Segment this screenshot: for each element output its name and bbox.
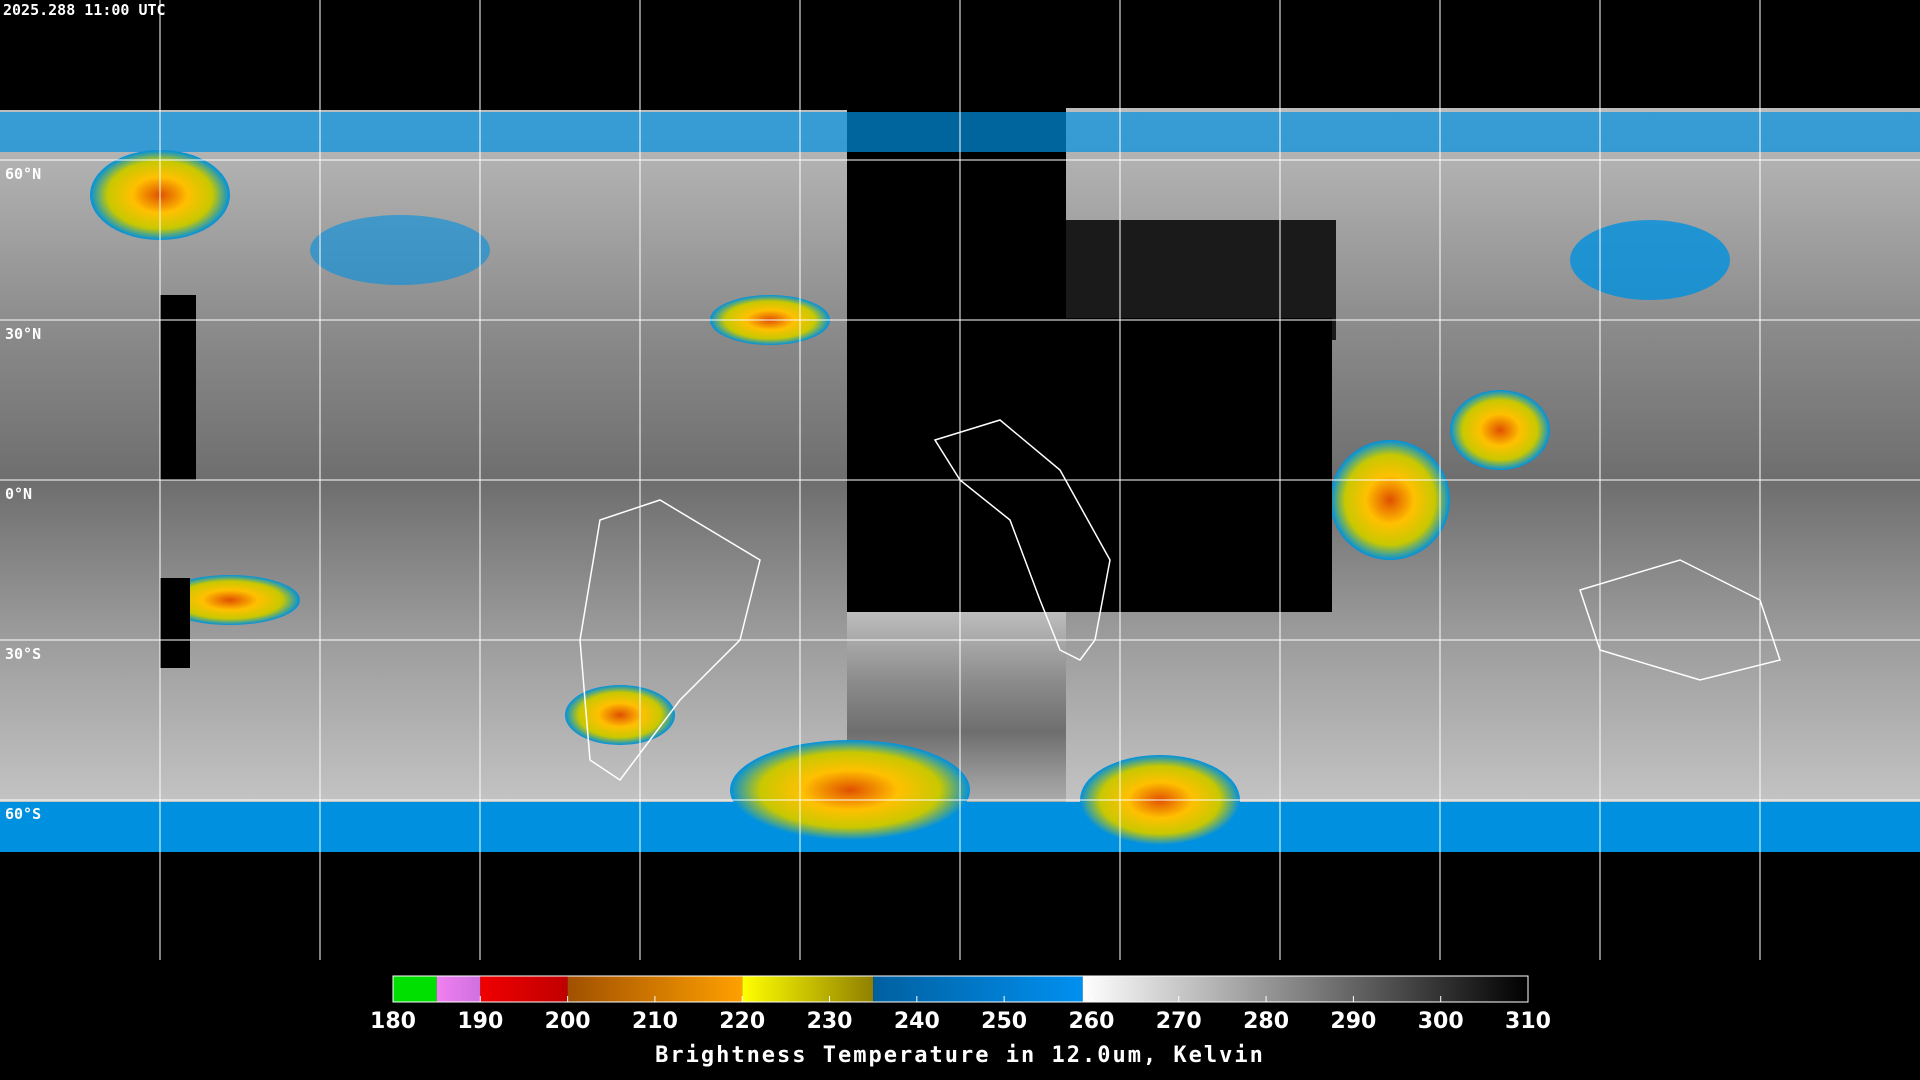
colorbar-tick-label: 300 <box>1418 1009 1464 1034</box>
colorbar-segment <box>393 976 437 1002</box>
colorbar-tick-label: 310 <box>1505 1009 1551 1034</box>
colorbar-tick-label: 220 <box>719 1009 765 1034</box>
latitude-label: 30°N <box>5 325 41 343</box>
latitude-label: 60°S <box>5 805 41 823</box>
colorbar: 180 190 200 210 220 230 240 250 260 270 280 290 300 3… <box>370 975 1551 1034</box>
colorbar-segment <box>873 976 1083 1002</box>
colorbar-tick-label: 190 <box>457 1009 503 1034</box>
latitude-labels: 60°N 30°N 0°N 30°S 60°S <box>5 165 41 823</box>
timestamp: 2025.288 11:00 UTC <box>3 1 166 19</box>
colorbar-title: Brightness Temperature in 12.0um, Kelvin <box>655 1043 1265 1068</box>
colorbar-tick-label: 270 <box>1156 1009 1202 1034</box>
colorbar-segment <box>1082 976 1528 1002</box>
latitude-label: 60°N <box>5 165 41 183</box>
colorbar-tick-label: 210 <box>632 1009 678 1034</box>
latitude-label: 0°N <box>5 485 32 503</box>
colorbar-tick-label: 280 <box>1243 1009 1289 1034</box>
colorbar-frame <box>392 975 1529 1003</box>
colorbar-segment <box>742 976 874 1002</box>
colorbar-tick-label: 180 <box>370 1009 416 1034</box>
colorbar-tick-label: 290 <box>1330 1009 1376 1034</box>
colorbar-tick-label: 250 <box>981 1009 1027 1034</box>
colorbar-tick-label: 260 <box>1068 1009 1114 1034</box>
colorbar-tick-label: 200 <box>545 1009 591 1034</box>
colorbar-segment <box>436 976 481 1002</box>
graticule <box>0 0 1920 960</box>
latitude-label: 30°S <box>5 645 41 663</box>
colorbar-tick-label: 240 <box>894 1009 940 1034</box>
colorbar-tick-label: 230 <box>807 1009 853 1034</box>
colorbar-segment <box>480 976 568 1002</box>
